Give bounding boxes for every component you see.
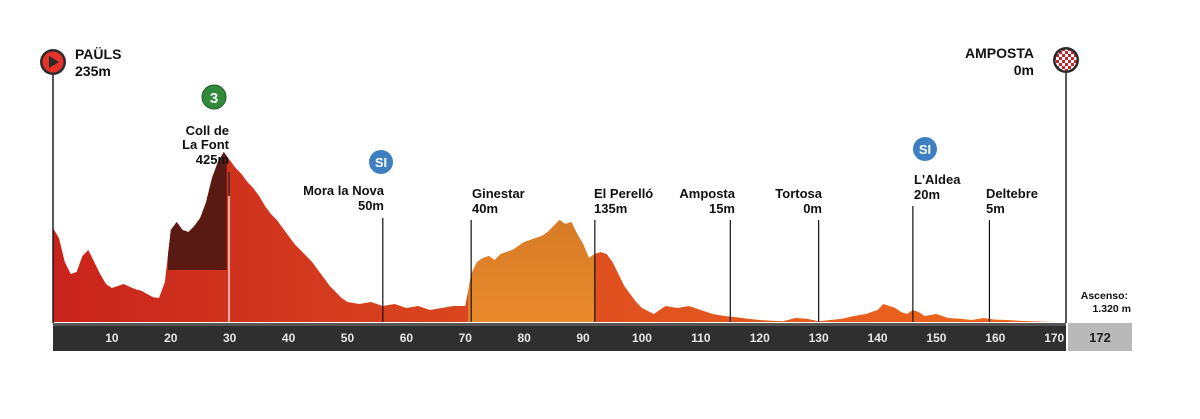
climb-name-line2: La Font	[182, 137, 230, 152]
x-tick-label: 90	[576, 331, 590, 345]
x-axis-ticks: 10 20 30 40 50 60 70 80 90 100 110 120 130 140 150 160 1…	[105, 331, 1064, 345]
intermediate-sprint-icon-1	[369, 150, 393, 174]
waypoint-amposta-alt: 15m	[709, 201, 735, 216]
sprint-altitude-1: 50m	[358, 198, 384, 213]
waypoint-ginestar-name: Ginestar	[472, 186, 525, 201]
ascent-label: Ascenso:	[1081, 290, 1128, 302]
finish-name: AMPOSTA	[965, 45, 1034, 61]
waypoint-deltebre-name: Deltebre	[986, 186, 1038, 201]
ascent-value: 1.320 m	[1092, 303, 1131, 315]
sprint-badge-label-1: SI	[375, 155, 387, 170]
waypoint-markers	[382, 206, 991, 322]
x-tick-label: 110	[691, 331, 711, 345]
sprint-name-1: Mora la Nova	[303, 183, 385, 198]
waypoint-deltebre-alt: 5m	[986, 201, 1005, 216]
climb-category-label: 3	[210, 90, 218, 107]
sprint-altitude-2: 20m	[914, 187, 940, 202]
total-distance-box	[1068, 323, 1132, 351]
waypoint-amposta-name: Amposta	[679, 186, 735, 201]
start-play-icon	[49, 56, 59, 68]
x-tick-label: 40	[282, 331, 296, 345]
x-tick-label: 150	[926, 331, 946, 345]
waypoint-ginestar-alt: 40m	[472, 201, 498, 216]
x-tick-label: 160	[985, 331, 1005, 345]
start-altitude: 235m	[75, 63, 111, 79]
x-tick-label: 170	[1044, 331, 1064, 345]
climb-name-line1: Coll de	[186, 123, 229, 138]
x-tick-label: 140	[868, 331, 888, 345]
x-tick-label: 70	[459, 331, 473, 345]
distance-axis-bar	[53, 323, 1066, 351]
waypoint-tortosa-name: Tortosa	[775, 186, 822, 201]
climb-altitude: 425m	[196, 152, 229, 167]
climb-highlight-area	[167, 152, 227, 270]
x-tick-label: 60	[400, 331, 414, 345]
finish-altitude: 0m	[1014, 62, 1034, 78]
sprint-name-2: L'Aldea	[914, 172, 961, 187]
waypoint-perello-name: El Perelló	[594, 186, 653, 201]
x-tick-label: 80	[517, 331, 531, 345]
category-3-climb-icon-ring	[201, 84, 227, 110]
perello-hill-area	[468, 220, 595, 322]
waypoint-perello-alt: 135m	[594, 201, 627, 216]
waypoint-tortosa-alt: 0m	[803, 201, 822, 216]
x-tick-label: 100	[632, 331, 652, 345]
finish-checkered-flag-icon	[1055, 49, 1077, 71]
total-distance-label: 172	[1089, 330, 1111, 345]
x-tick-label: 10	[105, 331, 119, 345]
start-name: PAÜLS	[75, 46, 121, 62]
x-tick-label: 50	[341, 331, 355, 345]
sprint-badge-label-2: SI	[919, 142, 931, 157]
intermediate-sprint-icon-2	[913, 137, 937, 161]
category-3-climb-icon	[202, 85, 226, 109]
x-tick-label: 20	[164, 331, 178, 345]
x-tick-label: 130	[809, 331, 829, 345]
axis-bar-highlight	[53, 323, 1066, 326]
x-tick-label: 30	[223, 331, 237, 345]
x-tick-label: 120	[750, 331, 770, 345]
